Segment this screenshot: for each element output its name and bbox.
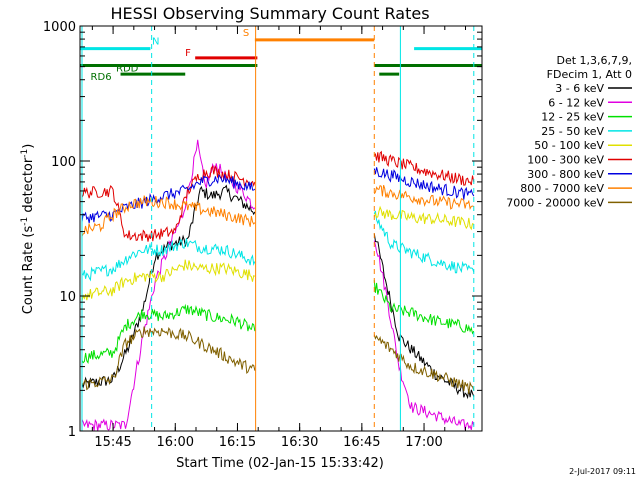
series-300-800-kev-after — [373, 167, 475, 200]
legend-header-line-2: FDecim 1, Att 0 — [547, 68, 632, 81]
series-300-800-kev — [81, 167, 475, 224]
series-25-50-kev-after — [373, 210, 475, 274]
flag-n: N — [80, 37, 482, 51]
series-300-800-kev-before — [81, 174, 256, 224]
flag-s-label: S — [243, 28, 249, 39]
series-100-300-kev-after — [373, 150, 475, 186]
legend: Det 1,3,6,7,9, FDecim 1, Att 0 3 - 6 keV… — [506, 54, 632, 209]
y-axis-title: Count Rate (s-1 detector-1) — [20, 144, 36, 315]
flag-rd6: RD6 — [91, 72, 400, 83]
flag-f: F — [185, 48, 258, 60]
series-7000-20000-kev-before — [81, 326, 256, 391]
y-tick-label-2: 100 — [51, 155, 76, 170]
series-12-25-kev — [81, 280, 475, 364]
legend-header-line-1: Det 1,3,6,7,9, — [556, 54, 632, 67]
flag-rdd-label: RDD — [116, 63, 139, 74]
flag-n-label: N — [152, 37, 159, 48]
x-tick-label-3: 16:30 — [281, 435, 318, 450]
flag-f-label: F — [185, 48, 191, 59]
series-800-7000-kev-before — [81, 194, 256, 237]
series-100-300-kev — [81, 150, 475, 242]
series-25-50-kev-before — [81, 238, 256, 282]
series-50-100-kev-after — [373, 205, 475, 231]
series-50-100-kev-before — [81, 259, 256, 302]
y-tick-label-1: 10 — [59, 290, 76, 305]
series-layer — [81, 139, 475, 432]
flag-s: S — [243, 28, 375, 42]
render-timestamp: 2-Jul-2017 09:11 — [569, 467, 636, 476]
flags-layer: N F S RDD RD6 — [80, 28, 482, 83]
legend-label-12-25-kev: 12 - 25 keV — [541, 111, 604, 124]
x-axis: 15:45 16:00 16:15 16:30 16:45 17:00 — [91, 26, 466, 450]
x-tick-label-0: 15:45 — [94, 435, 131, 450]
y-axis-title-end: ) — [21, 144, 36, 149]
series-800-7000-kev-after — [373, 185, 474, 210]
series-12-25-kev-before — [81, 303, 256, 364]
x-tick-label-5: 17:00 — [405, 435, 442, 450]
series-100-300-kev-before — [81, 165, 256, 242]
y-axis-title-exp2: -1 — [20, 149, 30, 158]
y-axis-title-exp1: -1 — [20, 217, 30, 226]
legend-label-25-50-kev: 25 - 50 keV — [541, 125, 604, 138]
legend-label-3-6-kev: 3 - 6 keV — [555, 82, 604, 95]
legend-label-100-300-kev: 100 - 300 keV — [527, 154, 604, 167]
series-6-12-kev — [81, 139, 475, 432]
series-6-12-kev-after — [373, 240, 475, 431]
series-25-50-kev — [81, 210, 475, 282]
x-tick-label-4: 16:45 — [343, 435, 380, 450]
legend-label-800-7000-kev: 800 - 7000 keV — [520, 182, 604, 195]
x-tick-label-1: 16:00 — [157, 435, 194, 450]
series-800-7000-kev — [81, 185, 474, 237]
series-3-6-kev-after — [373, 233, 475, 400]
y-axis-title-main: Count Rate (s — [21, 226, 36, 315]
legend-label-6-12-kev: 6 - 12 keV — [548, 96, 604, 109]
y-axis-title-mid: detector — [21, 157, 36, 217]
series-7000-20000-kev-after — [373, 334, 475, 394]
flag-rdd: RDD — [80, 63, 482, 74]
legend-label-50-100-kev: 50 - 100 keV — [534, 139, 604, 152]
y-tick-label-3: 1000 — [43, 20, 76, 35]
series-50-100-kev — [81, 205, 475, 302]
markers-layer — [81, 26, 475, 431]
x-tick-label-2: 16:15 — [219, 435, 256, 450]
y-axis: 1 10 100 1000 — [43, 20, 482, 440]
legend-label-300-800-kev: 300 - 800 keV — [527, 168, 604, 181]
flag-rd6-label: RD6 — [91, 72, 112, 83]
y-tick-label-0: 1 — [68, 425, 76, 440]
series-7000-20000-kev — [81, 326, 475, 394]
legend-label-7000-20000-kev: 7000 - 20000 keV — [506, 196, 604, 209]
plot-frame — [79, 25, 483, 432]
x-axis-title: Start Time (02-Jan-15 15:33:42) — [176, 456, 384, 471]
chart-title: HESSI Observing Summary Count Rates — [110, 4, 429, 23]
series-12-25-kev-after — [373, 280, 475, 335]
